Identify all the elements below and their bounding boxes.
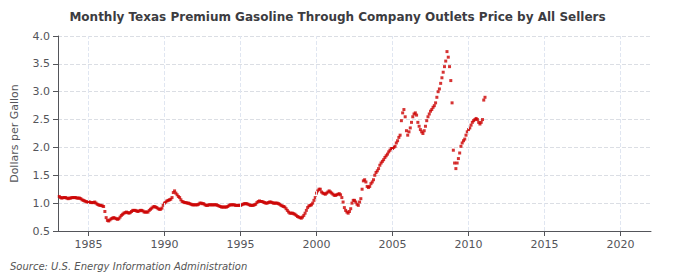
svg-text:2020: 2020: [607, 238, 635, 251]
svg-text:3.0: 3.0: [33, 85, 51, 98]
svg-text:1995: 1995: [226, 238, 254, 251]
svg-text:Dollars per Gallon: Dollars per Gallon: [8, 84, 21, 183]
svg-text:0.5: 0.5: [33, 225, 51, 238]
svg-text:2.5: 2.5: [33, 113, 51, 126]
svg-text:3.5: 3.5: [33, 57, 51, 70]
svg-text:4.0: 4.0: [33, 30, 51, 43]
svg-text:2.0: 2.0: [33, 141, 51, 154]
svg-text:Monthly Texas Premium Gasoline: Monthly Texas Premium Gasoline Through C…: [69, 10, 605, 24]
svg-text:1.0: 1.0: [33, 197, 51, 210]
svg-text:2010: 2010: [455, 238, 483, 251]
svg-text:2000: 2000: [302, 238, 330, 251]
svg-text:Source: U.S. Energy Informatio: Source: U.S. Energy Information Administ…: [10, 261, 247, 272]
svg-text:1.5: 1.5: [33, 169, 51, 182]
svg-text:2015: 2015: [531, 238, 559, 251]
svg-text:1985: 1985: [74, 238, 102, 251]
svg-text:1990: 1990: [150, 238, 178, 251]
svg-text:2005: 2005: [379, 238, 407, 251]
